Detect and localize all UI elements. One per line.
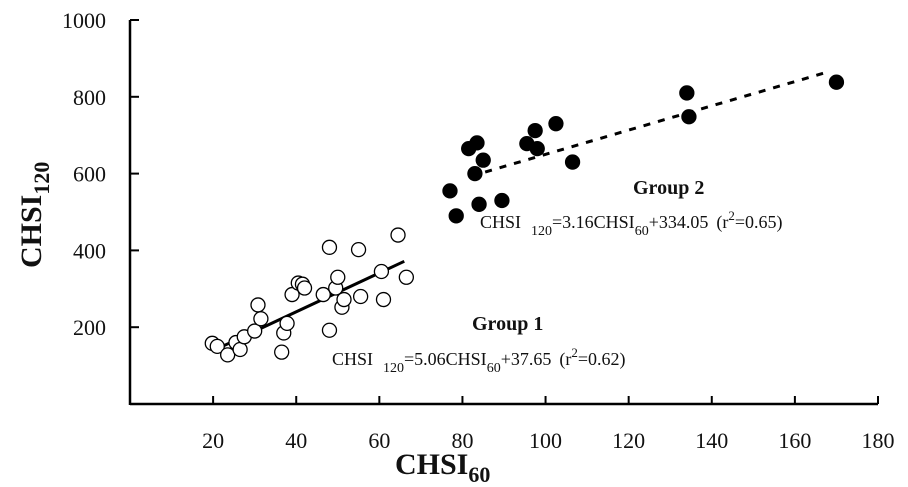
x-tick-label: 120 bbox=[612, 428, 645, 453]
group-1-point bbox=[247, 323, 263, 339]
group-2-point bbox=[679, 85, 695, 101]
group-1-point bbox=[350, 241, 367, 258]
group-1-point bbox=[253, 311, 269, 327]
group-2-point bbox=[475, 152, 491, 168]
group-2-point bbox=[467, 165, 483, 182]
x-tick-label: 60 bbox=[368, 428, 390, 453]
group-2-point bbox=[442, 183, 458, 199]
group-1-point bbox=[220, 347, 236, 363]
group-2-point bbox=[494, 192, 510, 209]
group-1-point bbox=[373, 263, 390, 280]
group-1-point bbox=[279, 315, 295, 332]
group-2-point bbox=[564, 154, 581, 170]
group-1-point bbox=[375, 291, 392, 308]
group-1-point bbox=[315, 286, 331, 303]
group-2-point bbox=[828, 74, 845, 90]
group-2-point bbox=[681, 109, 697, 125]
ticks: 20 40 60 80 100 120 140 160 180 200 400 600 800 1000 bbox=[62, 8, 895, 453]
group-2-fit-line bbox=[470, 70, 829, 178]
data-points bbox=[204, 74, 845, 363]
group-1-point bbox=[330, 269, 346, 285]
group-1-point bbox=[398, 269, 414, 285]
x-tick-label: 100 bbox=[529, 428, 562, 453]
y-tick-label: 600 bbox=[73, 162, 106, 187]
x-tick-label: 180 bbox=[862, 428, 895, 453]
y-tick-label: 200 bbox=[73, 315, 106, 340]
group-1-label: Group 1 bbox=[472, 313, 543, 335]
y-tick-label: 1000 bbox=[62, 8, 106, 33]
group-2-label: Group 2 bbox=[633, 177, 704, 199]
group-1-point bbox=[284, 286, 300, 303]
x-tick-label: 160 bbox=[778, 428, 811, 453]
x-tick-label: 20 bbox=[202, 428, 224, 453]
group-1-point bbox=[209, 338, 225, 355]
group-1-point bbox=[250, 297, 266, 313]
x-tick-label: 140 bbox=[695, 428, 728, 453]
group-1-point bbox=[390, 227, 406, 243]
y-tick-label: 400 bbox=[73, 238, 106, 263]
axes bbox=[128, 20, 878, 406]
group-1-point bbox=[336, 291, 352, 308]
group-2-point bbox=[548, 116, 564, 132]
x-tick-label: 40 bbox=[285, 428, 307, 453]
group-2-point bbox=[527, 122, 543, 139]
y-tick-label: 800 bbox=[73, 85, 106, 110]
group-2-point bbox=[471, 196, 487, 212]
group-2-point bbox=[469, 135, 485, 151]
group-1-point bbox=[232, 341, 248, 358]
group-2-point bbox=[448, 208, 464, 224]
group-1-point bbox=[352, 288, 369, 305]
x-tick-label: 80 bbox=[451, 428, 473, 453]
group-1-equation: CHSI 120=5.06CHSI60+37.65 (r2=0.62) bbox=[332, 345, 626, 376]
group-1-point bbox=[321, 239, 338, 255]
x-axis-title: CHSI60 bbox=[395, 448, 490, 487]
group-2-equation: CHSI 120=3.16CHSI60+334.05 (r2=0.65) bbox=[480, 208, 783, 239]
group-1-point bbox=[321, 322, 338, 338]
group-1-point bbox=[274, 344, 290, 360]
group-1-point bbox=[296, 280, 313, 296]
y-axis-title: CHSI120 bbox=[15, 162, 54, 268]
group-2-point bbox=[529, 140, 545, 157]
